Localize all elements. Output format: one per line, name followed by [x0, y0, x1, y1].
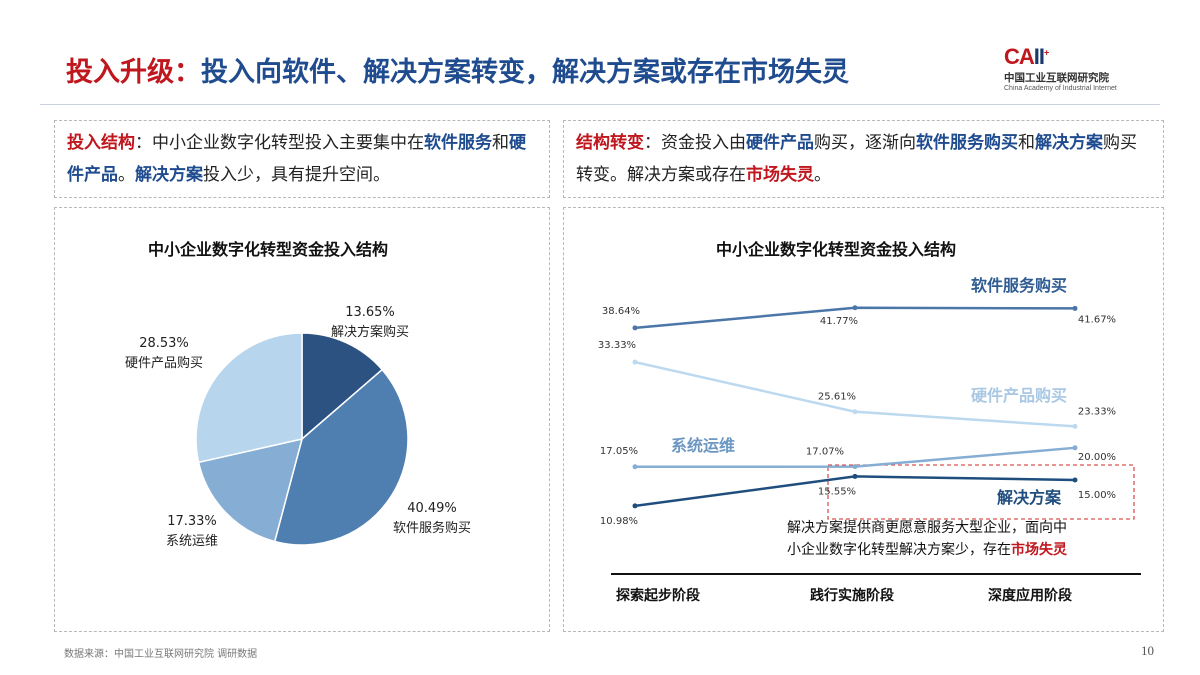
line-series-name-0: 软件服务购买: [971, 276, 1067, 295]
pie-name-label-3: 硬件产品购买: [125, 355, 203, 371]
line-series-name-1: 硬件产品购买: [971, 386, 1067, 405]
header-divider: [40, 104, 1160, 105]
line-value-label-1-0: 33.33%: [598, 340, 636, 351]
line-point-1-0: [632, 359, 638, 365]
line-chart: 38.64% 41.77% 41.67% 软件服务购买 33.33% 25.61% 23.3…: [598, 276, 1141, 575]
line-point-3-2: [1072, 477, 1078, 483]
caii-logo: CAII+ 中国工业互联网研究院 China Academy of Indust…: [1004, 44, 1154, 92]
left-desc-label: 投入结构: [67, 133, 135, 153]
line-point-1-2: [1072, 423, 1078, 429]
line-value-label-3-2: 15.00%: [1078, 490, 1116, 501]
line-point-1-1: [852, 409, 858, 415]
left-description-box: 投入结构：中小企业数字化转型投入主要集中在软件服务和硬件产品。解决方案投入少，具…: [54, 120, 550, 198]
note-line-2: 小企业数字化转型解决方案少，存在市场失灵: [787, 542, 1067, 558]
pie-value-label-1: 40.49%: [407, 501, 457, 516]
pie-chart-title: 中小企业数字化转型资金投入结构: [148, 240, 389, 259]
logo-cn-name: 中国工业互联网研究院: [1004, 72, 1109, 84]
line-chart-title: 中小企业数字化转型资金投入结构: [716, 240, 957, 259]
line-point-0-0: [632, 325, 638, 331]
market-failure-highlight-box: [827, 464, 1135, 520]
line-value-label-2-0: 17.05%: [600, 446, 638, 457]
stage-label-implement: 践行实施阶段: [810, 588, 894, 604]
data-source: 数据来源：中国工业互联网研究院 调研数据: [64, 649, 258, 660]
pie-name-label-2: 系统运维: [166, 534, 218, 549]
page-number: 10: [1141, 643, 1154, 658]
line-value-label-0-0: 38.64%: [602, 306, 640, 317]
line-value-label-3-1: 15.55%: [818, 486, 856, 497]
line-point-2-1: [852, 464, 858, 470]
pie-slice-3: [195, 332, 303, 464]
page-title: 投入升级：投入向软件、解决方案转变，解决方案或存在市场失灵: [66, 50, 849, 89]
stage-label-deep: 深度应用阶段: [988, 588, 1072, 604]
line-value-label-3-0: 10.98%: [600, 516, 638, 527]
line-value-label-0-1: 41.77%: [820, 316, 858, 327]
page-title-prefix: 投入升级：: [66, 57, 201, 88]
right-desc-label: 结构转变: [576, 133, 644, 153]
line-value-label-2-1: 17.07%: [806, 447, 844, 458]
line-point-3-0: [632, 503, 638, 509]
line-point-2-0: [632, 464, 638, 470]
pie-name-label-1: 软件服务购买: [393, 520, 471, 536]
pie-slice-1: [273, 368, 409, 546]
stage-label-explore: 探索起步阶段: [616, 588, 700, 604]
pie-name-label-0: 解决方案购买: [331, 324, 409, 340]
line-chart-panel: [563, 207, 1164, 632]
line-point-0-2: [1072, 305, 1078, 311]
pie-value-label-2: 17.33%: [167, 514, 217, 529]
pie-value-label-3: 28.53%: [139, 336, 189, 351]
note-line-1: 解决方案提供商更愿意服务大型企业，面向中: [787, 520, 1067, 536]
line-value-label-1-2: 23.33%: [1078, 406, 1116, 417]
line-value-label-1-1: 25.61%: [818, 392, 856, 403]
line-series-name-3: 解决方案: [997, 488, 1062, 507]
line-point-2-2: [1072, 445, 1078, 451]
page-title-main: 投入向软件、解决方案转变，解决方案或存在市场失灵: [201, 57, 849, 88]
line-value-label-2-2: 20.00%: [1078, 452, 1116, 463]
line-series-name-2: 系统运维: [671, 436, 735, 455]
pie-chart: 13.65% 解决方案购买 40.49% 软件服务购买 17.33% 系统运维 28.53%…: [125, 305, 471, 549]
logo-en-name: China Academy of Industrial Internet: [1004, 85, 1117, 92]
pie-value-label-0: 13.65%: [345, 305, 395, 320]
pie-slice-2: [197, 437, 304, 543]
pie-slice-0: [301, 332, 384, 441]
pie-chart-panel: [54, 207, 550, 632]
market-failure-note: 解决方案提供商更愿意服务大型企业，面向中 小企业数字化转型解决方案少，存在市场失…: [787, 517, 1067, 561]
line-value-label-0-2: 41.67%: [1078, 314, 1116, 325]
line-point-3-1: [852, 473, 858, 479]
logo-mark: CAII+: [1004, 44, 1049, 69]
line-point-0-1: [852, 305, 858, 311]
right-description-box: 结构转变：资金投入由硬件产品购买，逐渐向软件服务购买和解决方案购买转变。解决方案…: [563, 120, 1164, 198]
